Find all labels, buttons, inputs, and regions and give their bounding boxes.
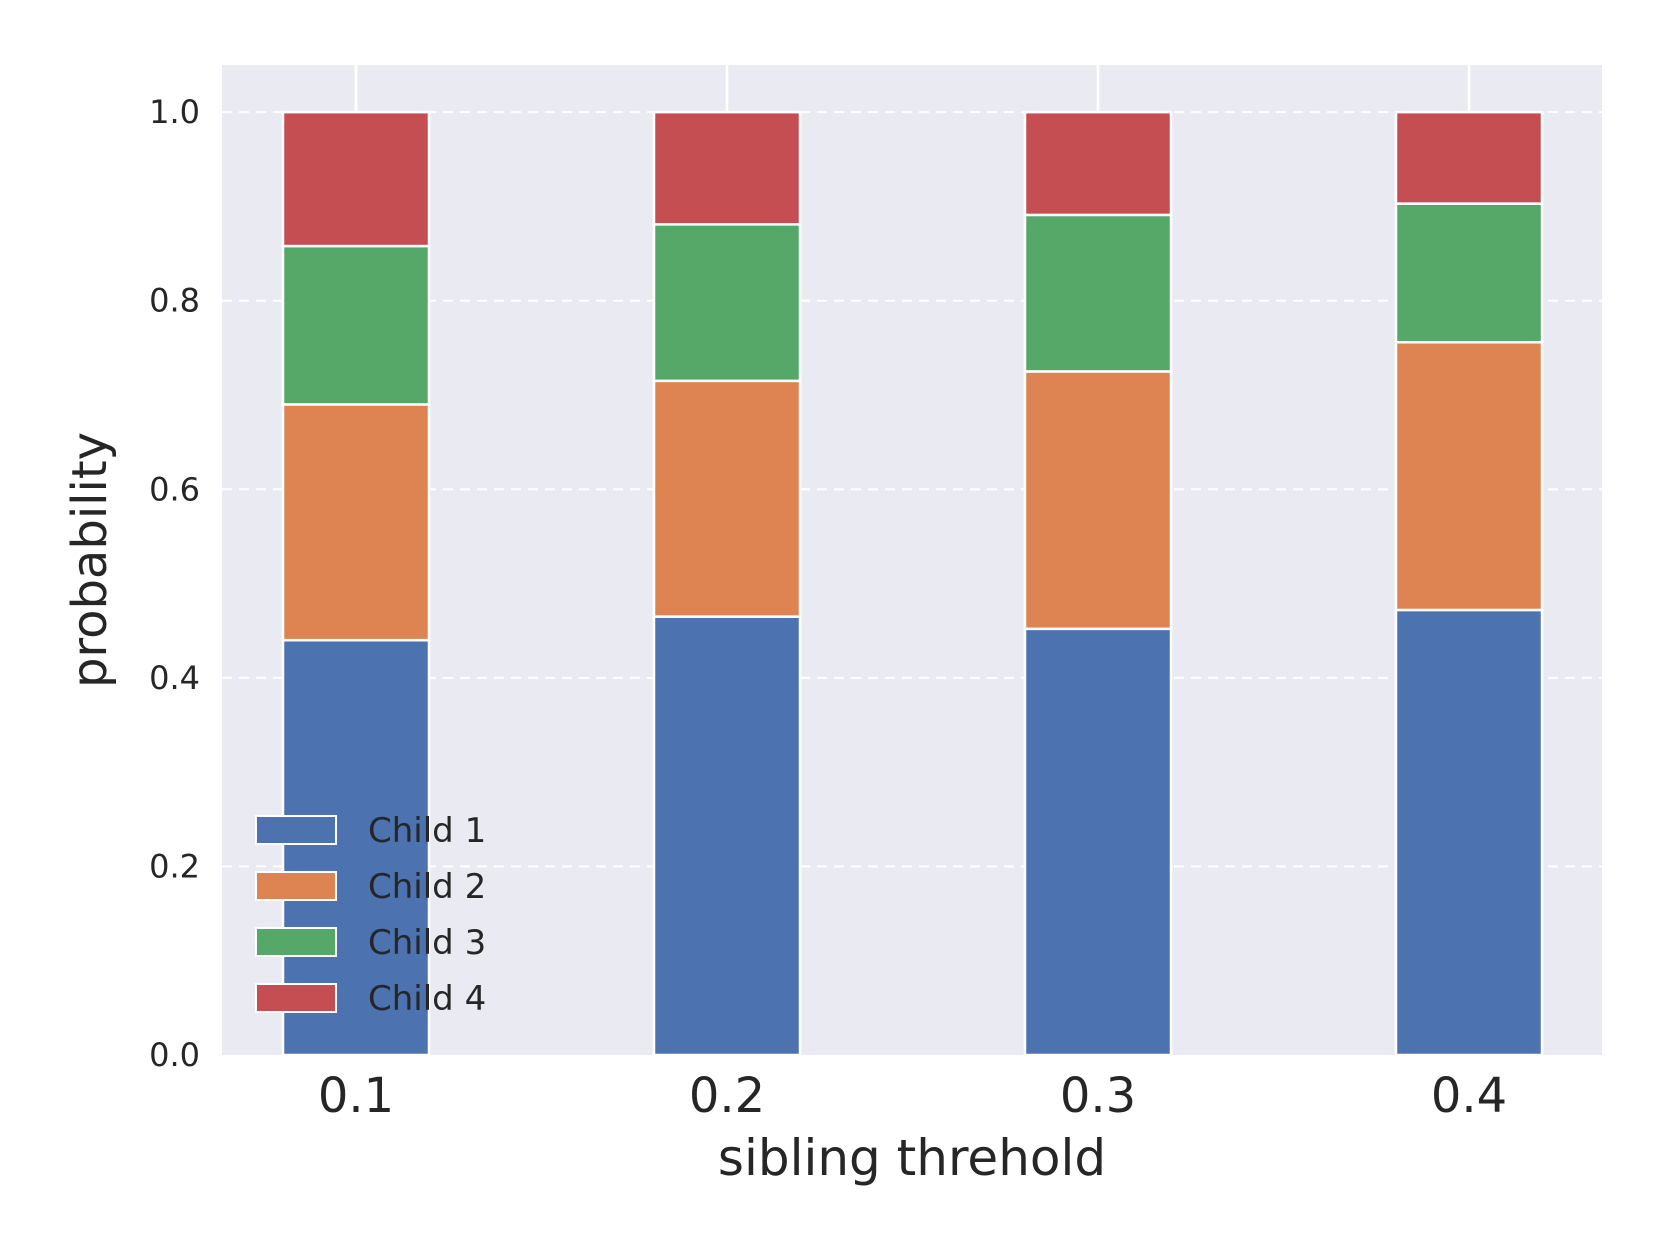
y-tick-label: 0.2 [149,847,200,885]
x-tick-label: 0.2 [689,1068,765,1124]
bar-segment-child-2-0.2 [652,379,802,618]
bar-segment-child-4-0.3 [1023,110,1173,217]
legend-swatch [255,871,337,901]
x-tick-label: 0.4 [1431,1068,1507,1124]
bar-segment-child-4-0.4 [1394,110,1544,205]
bar-segment-child-2-0.4 [1394,340,1544,612]
plot-area [222,65,1602,1055]
legend-swatch [255,927,337,957]
bar-segment-child-3-0.2 [652,223,802,383]
y-tick-label: 0.6 [149,470,200,508]
legend-swatch [255,815,337,845]
bar-segment-child-2-0.1 [281,403,431,642]
y-tick-label: 0.0 [149,1036,200,1074]
legend-label: Child 3 [368,923,486,963]
bar-segment-child-3-0.4 [1394,202,1544,344]
legend-swatch [255,983,337,1013]
y-tick-label: 0.4 [149,659,200,697]
y-axis-label: probability [62,432,118,688]
bar-segment-child-1-0.3 [1023,627,1173,1057]
legend: Child 1 Child 2 Child 3 Child 4 [255,811,486,1019]
bar-segment-child-1-0.4 [1394,608,1544,1057]
x-tick-labels: 0.1 0.2 0.3 0.4 [318,1068,1507,1124]
y-tick-labels: 0.0 0.2 0.4 0.6 0.8 1.0 [149,93,200,1074]
y-tick-label: 0.8 [149,282,200,320]
legend-label: Child 1 [368,811,486,851]
legend-label: Child 2 [368,867,486,907]
bar-segment-child-4-0.1 [281,110,431,248]
x-axis-label: sibling threhold [718,1129,1106,1187]
legend-label: Child 4 [368,979,486,1019]
x-tick-label: 0.1 [318,1068,394,1124]
bar-segment-child-2-0.3 [1023,370,1173,631]
bar-segment-child-4-0.2 [652,110,802,226]
y-tick-label: 1.0 [149,93,200,131]
bar-segment-child-3-0.1 [281,244,431,406]
bar-segment-child-1-0.2 [652,615,802,1057]
bar-segment-child-3-0.3 [1023,213,1173,373]
x-tick-label: 0.3 [1060,1068,1136,1124]
